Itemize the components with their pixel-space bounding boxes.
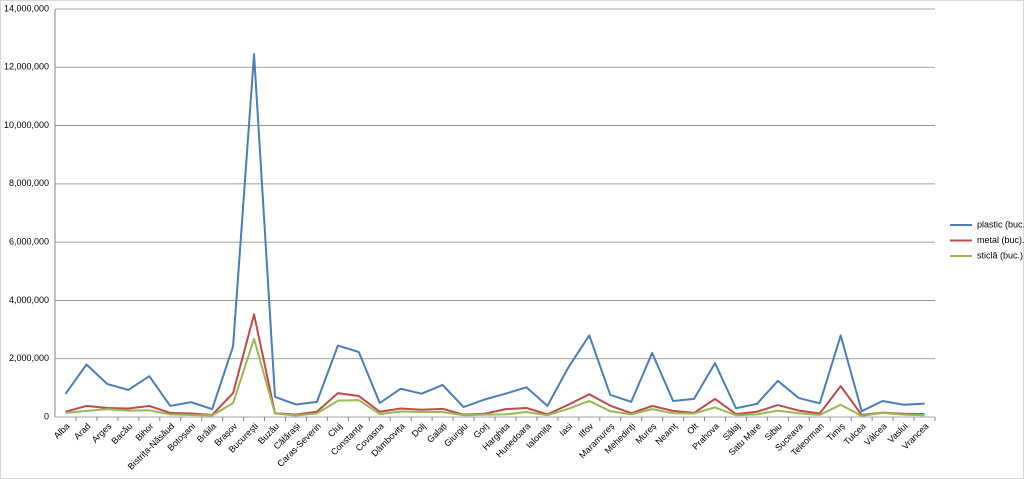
y-tick-label: 0	[44, 411, 49, 421]
legend-label: sticlă (buc.)	[977, 250, 1023, 260]
y-tick-label: 8,000,000	[9, 178, 49, 188]
y-tick-label: 12,000,000	[4, 62, 49, 72]
legend-label: metal (buc).	[977, 235, 1024, 245]
y-tick-label: 2,000,000	[9, 353, 49, 363]
y-tick-label: 6,000,000	[9, 237, 49, 247]
y-tick-label: 14,000,000	[4, 3, 49, 13]
series-line	[64, 53, 925, 413]
y-tick-label: 10,000,000	[4, 120, 49, 130]
legend-label: plastic (buc.)	[977, 219, 1024, 229]
y-tick-label: 4,000,000	[9, 295, 49, 305]
series-line	[65, 337, 925, 417]
